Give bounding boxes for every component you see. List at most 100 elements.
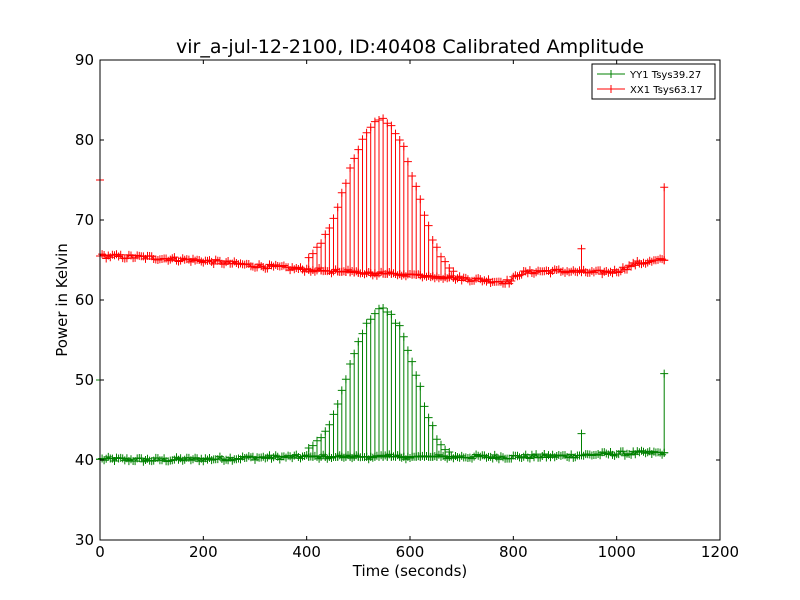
x-tick-label: 600: [396, 543, 425, 561]
data-point-marker: [408, 172, 417, 180]
data-point-marker: [569, 453, 578, 462]
data-point-marker: [453, 274, 462, 283]
data-point-marker: [527, 269, 536, 277]
data-point-marker: [658, 450, 667, 459]
data-point-marker: [170, 253, 179, 262]
data-point-marker: [643, 448, 652, 457]
data-point-marker: [153, 256, 162, 264]
data-point-marker: [199, 258, 208, 267]
data-point-marker: [447, 271, 456, 280]
data-point-marker: [333, 400, 342, 408]
data-point-marker: [437, 440, 445, 449]
data-point-marker: [308, 441, 317, 450]
data-point-marker: [509, 272, 518, 281]
data-point-marker: [641, 259, 650, 268]
data-point-marker: [424, 221, 433, 230]
data-point-marker: [399, 142, 408, 151]
data-point-marker: [660, 256, 669, 265]
x-axis-ticks: 0 200 400 600 800 1000 1200: [95, 60, 739, 561]
data-point-marker: [341, 375, 350, 384]
data-point-marker: [484, 275, 493, 284]
data-point-marker: [412, 371, 421, 380]
data-point-marker: [271, 260, 280, 269]
x-tick-label: 1200: [701, 543, 739, 561]
data-point-marker: [548, 266, 557, 275]
data-point-marker: [385, 268, 394, 276]
series-yy1: [96, 304, 669, 466]
data-point-marker: [649, 447, 658, 456]
data-point-marker: [292, 264, 301, 272]
data-point-marker: [310, 267, 319, 276]
data-point-marker: [660, 369, 669, 378]
data-point-marker: [434, 274, 443, 283]
data-point-marker: [104, 452, 113, 461]
data-point-marker: [220, 456, 228, 465]
data-point-marker: [205, 454, 214, 462]
data-point-marker: [329, 410, 338, 419]
data-point-marker: [387, 121, 396, 130]
data-point-marker: [517, 270, 526, 279]
data-point-marker: [556, 451, 565, 460]
data-point-marker: [521, 267, 530, 276]
data-point-marker: [468, 454, 476, 463]
data-point-marker: [567, 450, 576, 459]
data-point-marker: [209, 260, 218, 268]
data-point-marker: [304, 444, 313, 452]
data-point-marker: [577, 429, 586, 438]
data-point-marker: [211, 255, 220, 264]
data-point-marker: [271, 451, 280, 460]
data-point-marker: [608, 450, 617, 459]
data-point-marker: [631, 450, 640, 459]
data-point-marker: [350, 154, 359, 163]
data-point-marker: [499, 453, 507, 462]
x-tick-label: 0: [95, 543, 105, 561]
data-point-marker: [321, 230, 330, 239]
data-point-marker: [321, 427, 330, 436]
data-point-marker: [457, 451, 466, 460]
data-point-marker: [366, 123, 375, 132]
data-point-marker: [331, 265, 340, 274]
data-point-marker: [244, 452, 253, 461]
data-point-marker: [387, 310, 396, 319]
data-point-marker: [441, 257, 450, 266]
data-point-marker: [354, 145, 363, 154]
data-point-marker: [350, 349, 359, 358]
data-point-marker: [513, 272, 522, 281]
data-point-marker: [348, 454, 357, 463]
data-point-marker: [420, 211, 429, 220]
data-point-marker: [395, 136, 404, 144]
x-tick-label: 800: [499, 543, 528, 561]
data-point-marker: [375, 116, 383, 124]
data-point-marker: [455, 272, 464, 281]
data-point-marker: [137, 454, 146, 463]
data-point-marker: [432, 435, 441, 444]
data-point-marker: [315, 454, 324, 463]
data-point-marker: [403, 157, 412, 166]
data-point-marker: [362, 319, 371, 328]
y-tick-label: 60: [75, 291, 94, 309]
data-point-marker: [602, 267, 611, 275]
data-point-marker: [143, 454, 152, 463]
legend-label-yy1: YY1 Tsys39.27: [629, 70, 701, 81]
data-point-marker: [178, 456, 187, 465]
data-point-marker: [515, 271, 524, 280]
legend-entry-xx1: XX1 Tsys63.17: [597, 85, 703, 96]
data-point-marker: [110, 457, 119, 465]
data-point-marker: [532, 268, 541, 277]
data-point-marker: [391, 129, 400, 138]
legend-box: [591, 63, 716, 100]
data-point-marker: [277, 262, 286, 271]
chart-title: vir_a-jul-12-2100, ID:40408 Calibrated A…: [176, 36, 644, 58]
data-point-marker: [399, 332, 408, 341]
data-point-marker: [354, 337, 363, 346]
data-point-marker: [496, 277, 505, 286]
data-point-marker: [379, 114, 388, 123]
data-point-marker: [428, 236, 437, 244]
data-point-marker: [472, 450, 481, 459]
legend-marker-xx1: [607, 85, 615, 93]
data-point-marker: [222, 258, 231, 267]
data-point-marker: [434, 450, 443, 459]
x-tick-label: 400: [292, 543, 321, 561]
data-point-marker: [178, 254, 187, 263]
